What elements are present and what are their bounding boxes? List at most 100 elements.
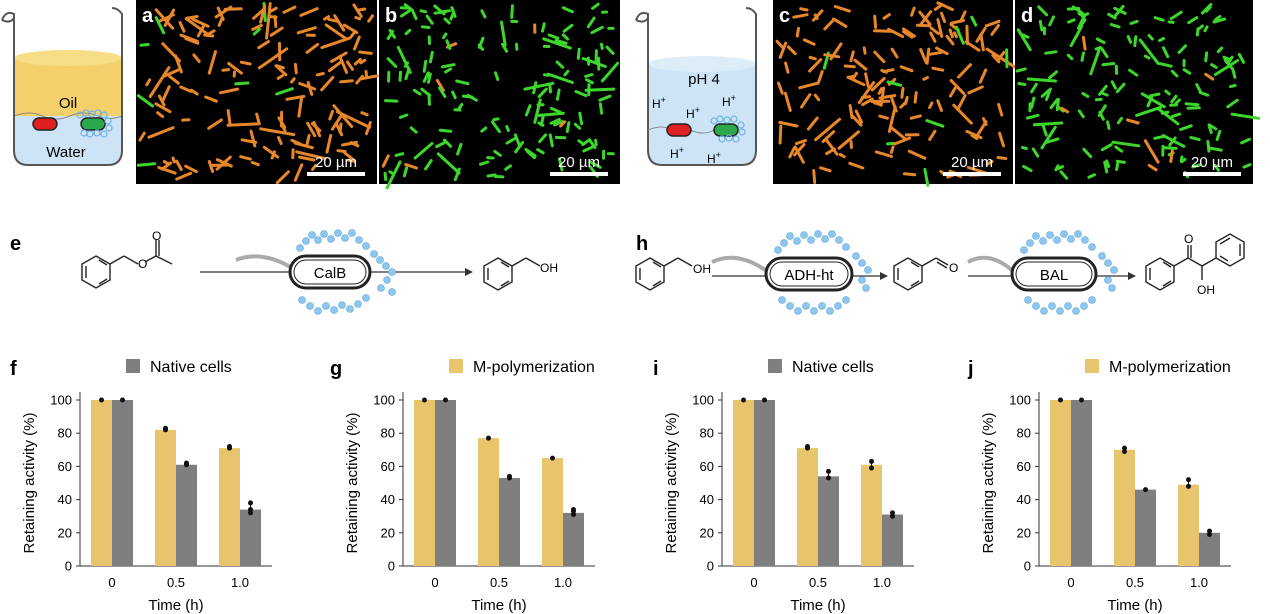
bacterium-mark bbox=[1059, 170, 1069, 180]
bacterium-mark bbox=[928, 129, 937, 141]
bacterium-mark bbox=[825, 147, 836, 156]
bacterium-mark bbox=[353, 57, 362, 66]
bacterium-mark bbox=[493, 150, 502, 157]
bacterium-mark bbox=[978, 68, 988, 84]
bacterium-mark bbox=[1153, 134, 1166, 140]
bar bbox=[861, 464, 882, 566]
bar bbox=[542, 458, 563, 566]
bacterium-mark bbox=[945, 34, 955, 46]
bacterium-mark bbox=[145, 78, 152, 87]
bacterium-mark bbox=[1187, 16, 1199, 25]
bacterium-mark bbox=[277, 136, 283, 146]
bacterium-mark bbox=[1045, 137, 1060, 144]
svg-text:H+: H+ bbox=[722, 93, 736, 109]
bacterium-mark bbox=[1204, 51, 1209, 63]
bacterium-mark bbox=[821, 130, 836, 143]
bacterium-mark bbox=[578, 111, 584, 126]
x-tick-label: 1.0 bbox=[554, 575, 572, 590]
bacterium-mark bbox=[783, 91, 792, 112]
bacterium-mark bbox=[1197, 24, 1204, 31]
svg-text:O: O bbox=[152, 229, 161, 243]
bacterium-mark bbox=[996, 156, 1008, 160]
legend-swatch bbox=[1085, 359, 1099, 373]
bacterium-mark bbox=[252, 27, 261, 36]
bacterium-mark bbox=[139, 43, 150, 47]
bar bbox=[176, 464, 197, 566]
data-point bbox=[571, 507, 576, 513]
bacterium-mark bbox=[250, 160, 260, 167]
bacterium-mark bbox=[1015, 67, 1027, 73]
bacterium-mark bbox=[949, 19, 965, 25]
bacterium-mark bbox=[851, 114, 863, 127]
svg-text:O: O bbox=[1184, 232, 1193, 246]
bacterium-mark bbox=[854, 109, 863, 124]
bar bbox=[414, 400, 435, 566]
bacterium-mark bbox=[1171, 112, 1182, 118]
bacterium-mark bbox=[813, 13, 819, 20]
benzyl-acetate-structure bbox=[81, 240, 173, 289]
data-point bbox=[227, 443, 232, 449]
bacterium-mark bbox=[239, 60, 252, 66]
bacterium-mark bbox=[1162, 146, 1178, 150]
bacterium-mark bbox=[275, 87, 294, 96]
bacterium-mark bbox=[574, 90, 588, 98]
bar bbox=[1114, 449, 1135, 566]
data-point bbox=[486, 435, 491, 441]
bacterium-mark bbox=[1195, 27, 1200, 37]
bacterium-mark bbox=[333, 14, 346, 32]
bacterium-mark bbox=[1101, 62, 1116, 67]
data-point bbox=[805, 443, 810, 449]
bacterium-mark bbox=[334, 121, 344, 137]
bacterium-mark bbox=[553, 120, 564, 127]
bacterium-mark bbox=[255, 112, 261, 125]
bacterium-mark bbox=[433, 4, 446, 16]
bacterium-mark bbox=[949, 79, 965, 95]
bacterium-mark bbox=[257, 40, 270, 50]
bacterium-mark bbox=[186, 15, 199, 20]
data-point bbox=[99, 397, 104, 403]
bar bbox=[91, 400, 112, 566]
bacterium-mark bbox=[1107, 12, 1117, 20]
bacterium-mark bbox=[1126, 118, 1140, 125]
panel-label-j: j bbox=[967, 358, 974, 380]
beaker-ph4: pH 4 H+ H+ H+ H+ H+ bbox=[635, 7, 757, 166]
bacterium-mark bbox=[494, 71, 500, 81]
bacterium-mark bbox=[886, 80, 903, 87]
bacterium-mark bbox=[386, 57, 398, 68]
data-point bbox=[1207, 528, 1212, 534]
bacterium-mark bbox=[364, 69, 368, 78]
bacterium-mark bbox=[163, 8, 176, 27]
bar bbox=[1178, 484, 1199, 566]
bar bbox=[112, 400, 133, 566]
bacterium-mark bbox=[323, 15, 331, 21]
y-tick-label: 40 bbox=[1017, 492, 1031, 507]
bacterium-mark bbox=[1186, 106, 1201, 110]
bacterium-mark bbox=[909, 114, 922, 120]
bacterium-mark bbox=[808, 55, 817, 61]
micrograph-a: a 20 µm bbox=[136, 0, 379, 185]
bacterium-mark bbox=[1210, 63, 1218, 69]
x-tick-label: 0 bbox=[750, 575, 757, 590]
bacterium-mark bbox=[491, 120, 501, 134]
bacterium-mark bbox=[354, 16, 362, 21]
bacterium-mark bbox=[923, 167, 930, 187]
y-tick-label: 100 bbox=[692, 393, 714, 408]
bacterium-mark bbox=[1129, 19, 1139, 25]
bacterium-mark bbox=[555, 60, 565, 69]
bacterium-mark bbox=[510, 4, 514, 19]
x-tick-label: 0 bbox=[108, 575, 115, 590]
bacterium-mark bbox=[234, 81, 250, 86]
bacterium-mark bbox=[221, 68, 231, 72]
bacterium-mark bbox=[919, 10, 933, 26]
bacterium-mark bbox=[565, 121, 571, 133]
bacterium-mark bbox=[189, 88, 199, 96]
bacterium-mark bbox=[1147, 34, 1154, 41]
bacterium-mark bbox=[486, 173, 497, 178]
bacterium-mark bbox=[298, 155, 316, 162]
data-point bbox=[762, 397, 767, 403]
bacterium-mark bbox=[955, 25, 965, 45]
bacterium-mark bbox=[240, 138, 258, 144]
bacterium-mark bbox=[342, 23, 359, 35]
bacterium-mark bbox=[175, 159, 183, 171]
bacterium-mark bbox=[455, 79, 470, 86]
